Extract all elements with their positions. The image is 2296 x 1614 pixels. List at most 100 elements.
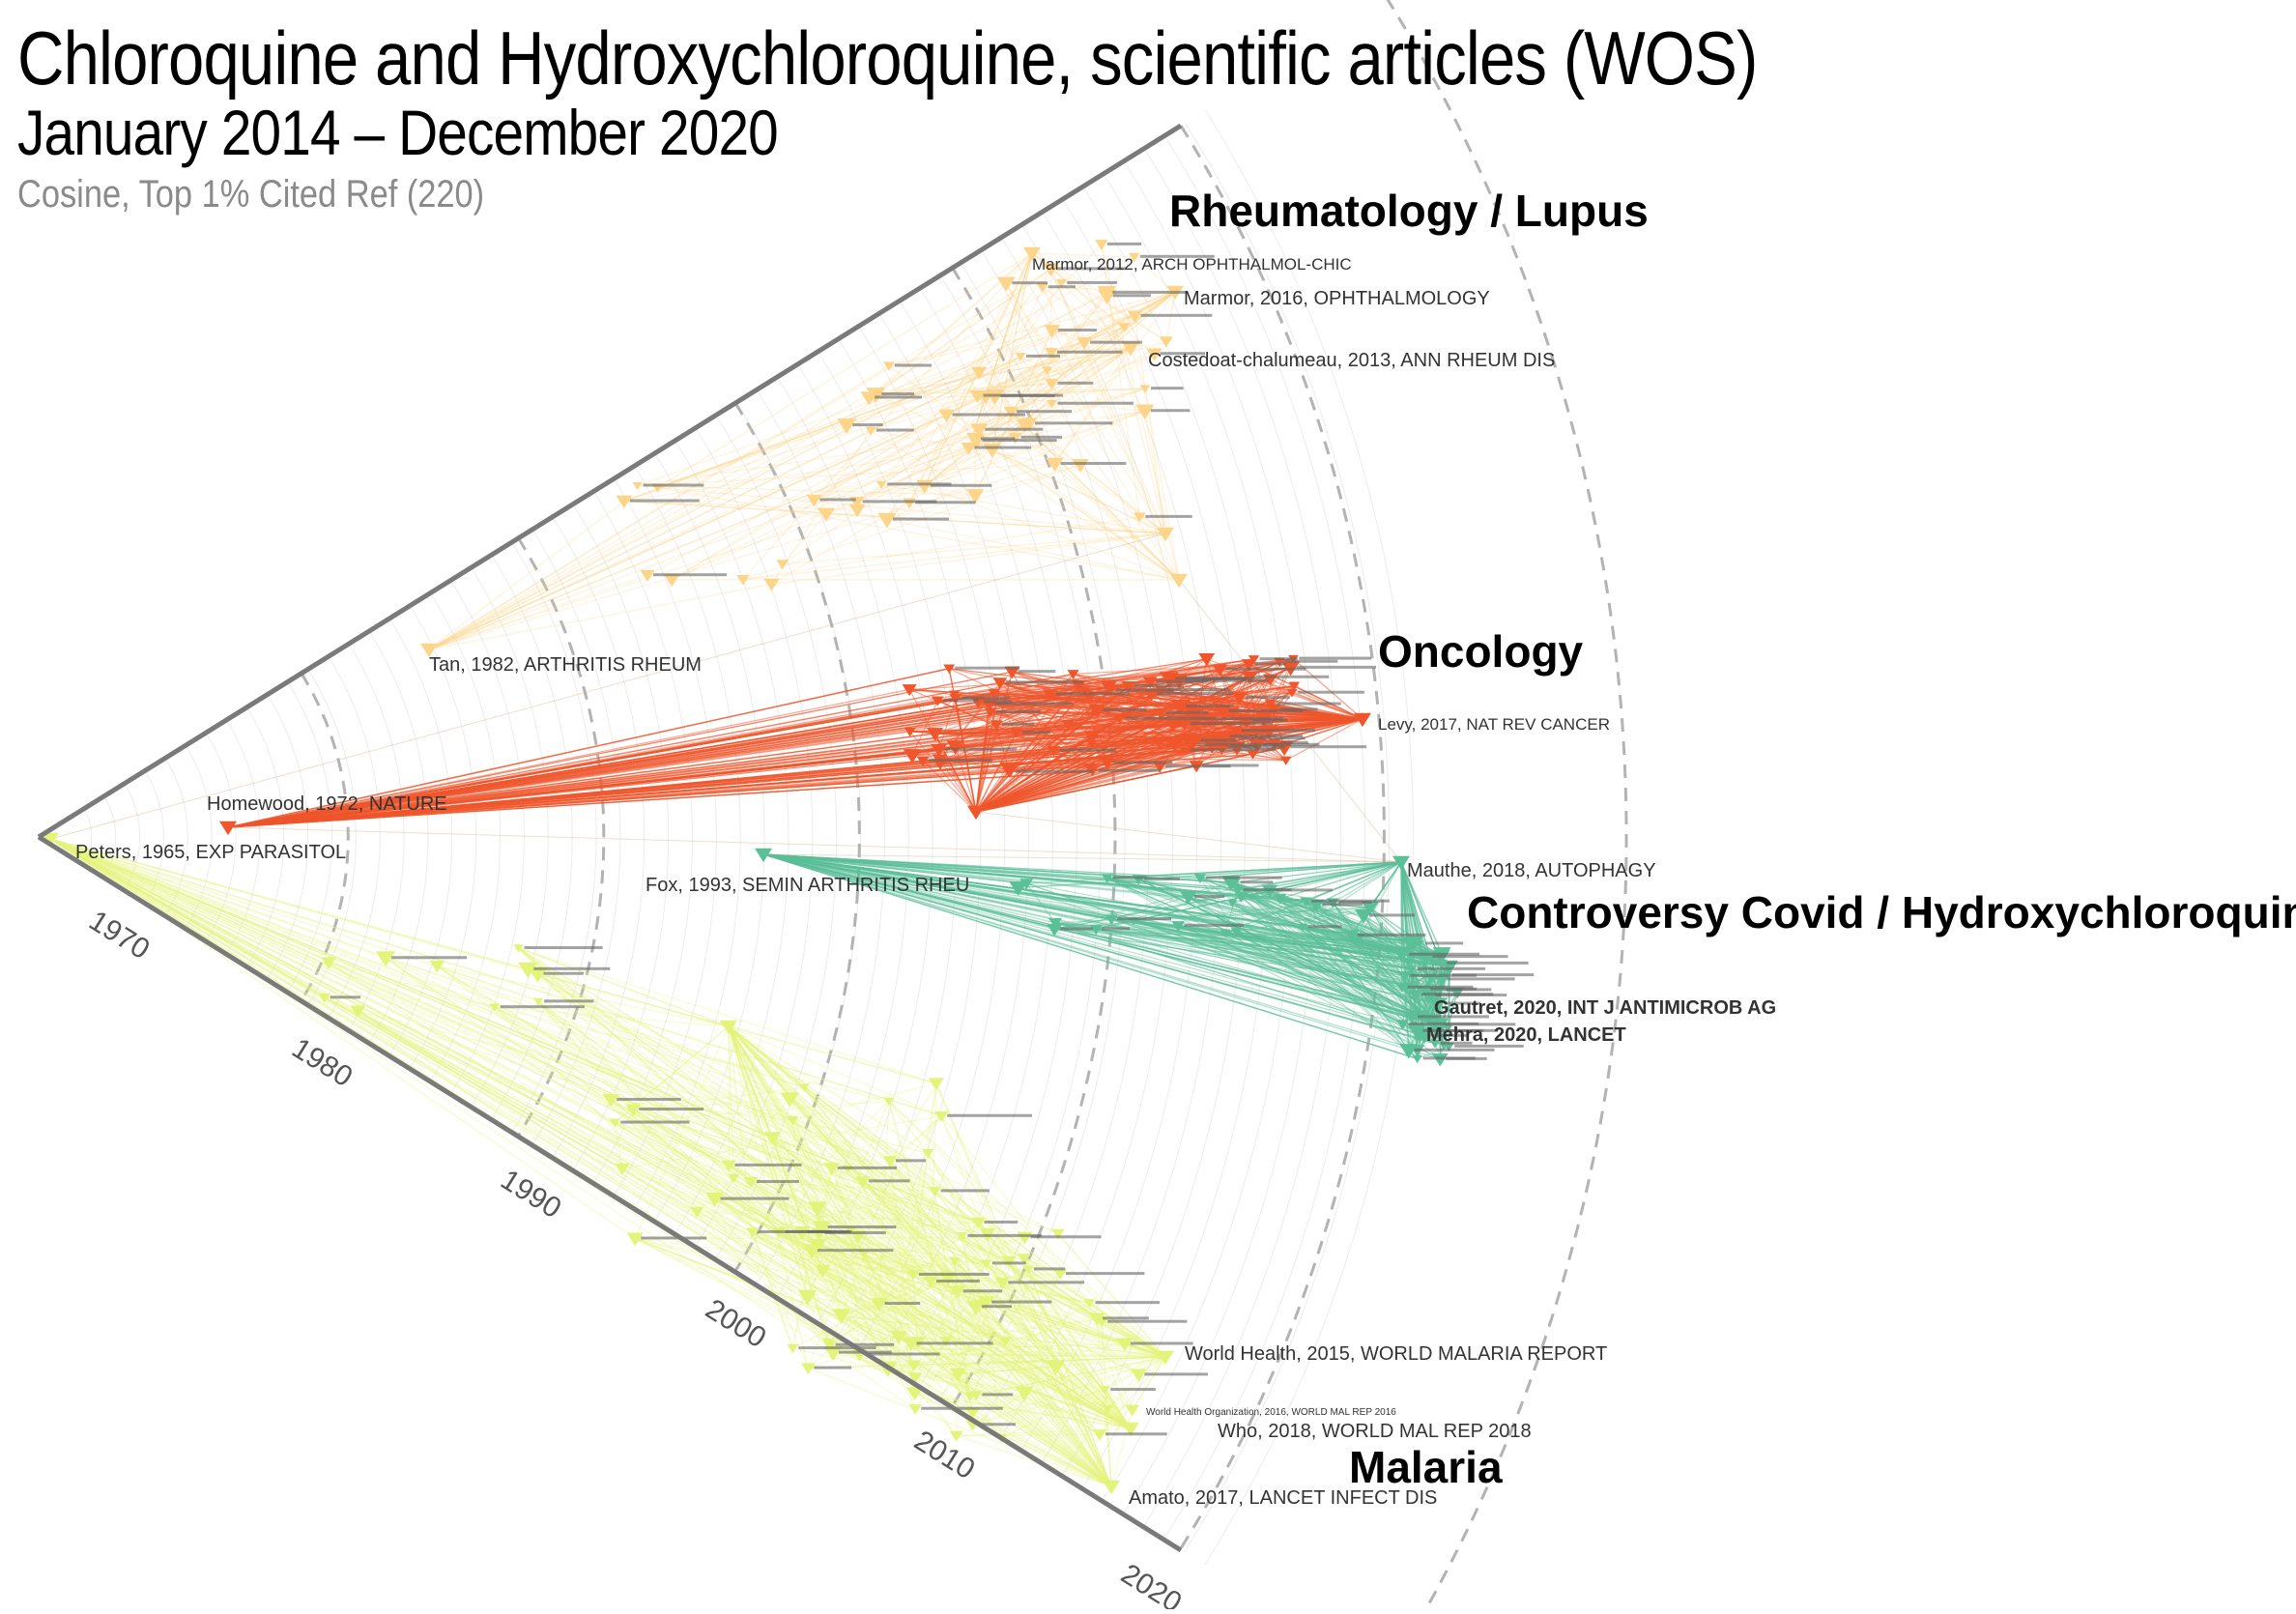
onco-node: [1280, 757, 1291, 765]
onco-minor-label: [1103, 708, 1146, 711]
rheum-minor-label: [953, 414, 1025, 417]
malaria-edge: [50, 839, 1100, 1434]
rheum-minor-label: [881, 392, 914, 395]
year-label-1970: 1970: [83, 905, 155, 966]
covid-node: [1432, 1053, 1449, 1066]
malaria-minor-label: [963, 1289, 1002, 1292]
onco-minor-label: [1200, 738, 1237, 741]
cluster-labels: Rheumatology / Lupus Oncology Controvers…: [1169, 186, 2296, 1492]
malaria-minor-label: [1131, 1342, 1193, 1345]
rheum-minor-label: [887, 482, 951, 485]
rheum-minor-label: [1090, 341, 1142, 344]
wedge-bottom-edge: [39, 837, 1181, 1550]
rheum-minor-label: [1026, 355, 1060, 358]
malaria-minor-label: [818, 1249, 893, 1252]
covid-minor-label: [1358, 934, 1426, 937]
covid-minor-label: [1322, 903, 1363, 906]
covid-minor-label: [1308, 925, 1342, 928]
rheum-minor-label: [653, 573, 727, 576]
rheum-minor-label: [852, 423, 882, 426]
malaria-minor-label: [947, 1114, 1032, 1117]
onco-minor-label: [1299, 657, 1371, 660]
malaria-minor-label: [919, 1273, 990, 1276]
rheum-node: [1160, 336, 1173, 347]
cross-cluster-edge: [976, 812, 1401, 862]
covid-minor-label: [1206, 877, 1282, 879]
rheum-minor-label: [1151, 409, 1191, 412]
malaria-minor-label: [838, 1167, 897, 1169]
rheum-minor-label: [876, 429, 914, 432]
year-label-2000: 2000: [700, 1293, 771, 1354]
node-label-mauthe-2018: Mauthe, 2018, AUTOPHAGY: [1407, 860, 1656, 881]
onco-minor-label: [1254, 662, 1286, 665]
malaria-minor-label: [866, 1353, 940, 1356]
onco-minor-label: [1277, 702, 1341, 705]
onco-minor-label: [1246, 696, 1290, 699]
onco-minor-label: [1134, 684, 1184, 687]
onco-minor-label: [1297, 666, 1376, 669]
rheum-minor-label: [1021, 436, 1063, 439]
malaria-edge: [519, 948, 1111, 1486]
rheum-minor-label: [984, 394, 1064, 397]
malaria-minor-label: [941, 1189, 990, 1192]
onco-minor-label: [1298, 691, 1364, 694]
malaria-minor-label: [1110, 1388, 1156, 1391]
onco-minor-label: [1225, 668, 1306, 671]
covid-minor-label: [1418, 967, 1485, 970]
onco-minor-label: [1016, 770, 1093, 773]
covid-minor-label: [1430, 988, 1477, 991]
rheum-minor-label: [630, 500, 700, 503]
malaria-node: [909, 1404, 922, 1415]
malaria-minor-label: [982, 1305, 1012, 1308]
onco-minor-label: [996, 710, 1041, 713]
malaria-minor-label: [525, 946, 603, 949]
node-label-tan-1982: Tan, 1982, ARTHRITIS RHEUM: [429, 654, 702, 676]
onco-minor-label: [1099, 769, 1162, 772]
malaria-minor-label: [544, 999, 593, 1002]
rheum-minor-label: [985, 428, 1043, 431]
onco-minor-label: [1285, 660, 1337, 663]
rheum-edge: [429, 257, 1134, 649]
malaria-minor-label: [896, 1159, 926, 1162]
year-label-2010: 2010: [908, 1425, 980, 1485]
covid-minor-label: [1425, 941, 1463, 944]
onco-minor-label: [1186, 705, 1233, 707]
covid-minor-label: [1410, 974, 1477, 977]
page-subtitle: January 2014 – December 2020: [17, 99, 1757, 166]
malaria-minor-label: [921, 1407, 1003, 1410]
malaria-minor-label: [543, 972, 583, 975]
malaria-minor-label: [1034, 1267, 1065, 1270]
onco-minor-label: [1002, 723, 1034, 726]
node-label-levy-2017: Levy, 2017, NAT REV CANCER: [1378, 715, 1610, 734]
onco-minor-label: [1126, 717, 1205, 720]
page-note: Cosine, Top 1% Cited Ref (220): [17, 170, 1757, 218]
malaria-node: [929, 1078, 944, 1090]
rheum-edge: [429, 464, 1055, 649]
node-label-marmor-2016: Marmor, 2016, OPHTHALMOLOGY: [1184, 288, 1490, 309]
covid-minor-label: [1194, 895, 1225, 898]
rheum-minor-label: [893, 518, 949, 521]
rheum-minor-label: [915, 501, 976, 504]
onco-minor-label: [1165, 764, 1230, 767]
covid-minor-label: [1433, 955, 1508, 958]
rheum-minor-label: [895, 364, 932, 367]
malaria-minor-label: [917, 1341, 993, 1344]
malaria-minor-label: [1095, 1301, 1160, 1304]
node-label-world-health-2015: World Health, 2015, WORLD MALARIA REPORT: [1185, 1343, 1607, 1365]
malaria-minor-label: [617, 1098, 681, 1101]
onco-minor-label: [1166, 711, 1209, 714]
rheum-node: [1016, 353, 1026, 361]
onco-minor-label: [1242, 729, 1315, 732]
covid-minor-label: [1423, 1056, 1476, 1059]
malaria-edge: [50, 839, 911, 1343]
malaria-node: [801, 1363, 816, 1374]
rheum-minor-label: [875, 395, 922, 398]
onco-minor-label: [929, 759, 992, 762]
rheum-minor-label: [819, 498, 855, 501]
decade-arc: [1386, 0, 1626, 1609]
cluster-label-covid: Controversy Covid / Hydroxychloroquine: [1467, 887, 2296, 937]
guide-arc: [1062, 199, 1245, 1476]
covid-minor-label: [1060, 927, 1093, 930]
